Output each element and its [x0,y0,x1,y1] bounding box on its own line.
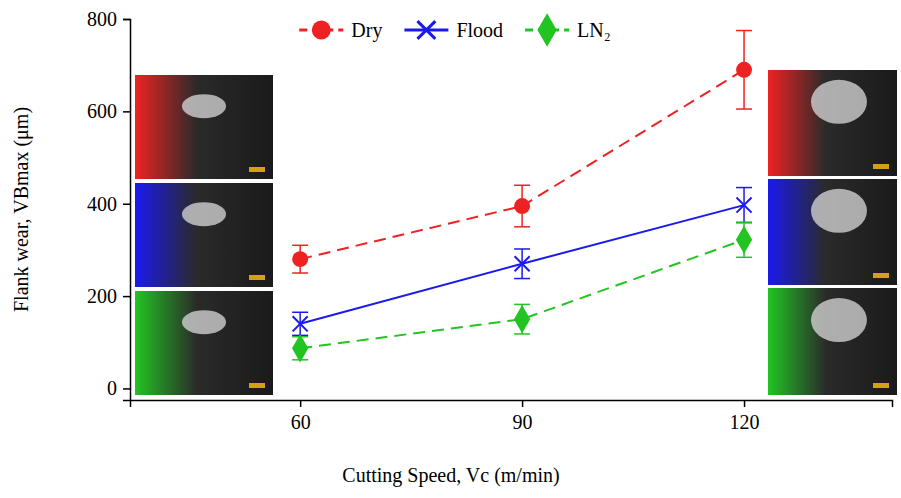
inset-photo [135,75,273,179]
scale-bar [873,164,889,169]
scale-bar [249,275,265,280]
wear-zone [811,298,867,342]
x-axis: 60 90 120 [131,400,893,433]
legend-label: LN₂ [577,19,611,41]
legend-label: Dry [351,19,382,42]
wear-zone [182,94,226,118]
marker [292,251,308,267]
tick-label: 90 [513,411,533,433]
legend-marker [417,21,435,39]
marker [292,334,308,362]
error-bar [514,185,530,227]
marker [293,316,308,331]
inset-photo [135,291,273,395]
inset-photo [768,288,897,395]
error-bar [514,249,530,279]
tick-mark [300,400,302,407]
error-cap [292,312,308,314]
error-cap [514,333,530,335]
axis-line [131,401,893,408]
error-cap [514,278,530,280]
tick-mark [123,296,130,298]
wear-zone [182,310,226,334]
tick-mark [123,19,130,21]
error-cap [736,108,752,110]
inset-photo [135,183,273,287]
tick-label: 600 [87,100,117,122]
y-axis-title: Flank wear, VBmax (μm) [10,107,33,312]
tick-label: 0 [107,377,117,399]
marker [515,256,530,271]
legend-item: LN₂ [525,13,611,46]
marker [514,198,530,214]
error-bar [736,188,752,223]
tick: 200 [87,285,130,307]
inset-photo [768,179,897,285]
scale-bar [249,167,265,172]
series-line [300,70,744,259]
scale-bar [873,383,889,388]
error-bar [292,312,308,335]
tick: 120 [730,400,760,433]
legend-marker [312,21,331,40]
error-cap [514,304,530,306]
axis-line [123,20,131,401]
chart: 60 90 120 0 200 400 600 800 Cutting Speed, Vc (m… [0,0,901,498]
error-bar [292,245,308,273]
error-cap [514,248,530,250]
inset-photos [135,70,897,395]
error-cap [292,272,308,274]
marker [514,305,530,333]
tick-mark [123,203,130,205]
error-bar [514,304,530,334]
tick-label: 60 [291,411,311,433]
tick-label: 120 [730,411,760,433]
error-cap [292,245,308,247]
inset-photo [768,70,897,176]
tick: 400 [87,193,130,215]
tick-mark [522,400,524,407]
marker [737,198,752,213]
error-bar [736,31,752,110]
error-cap [736,30,752,32]
legend-label: Flood [456,19,503,41]
error-bar [736,222,752,257]
marker [736,226,752,254]
tick-label: 200 [87,285,117,307]
tick-mark [744,400,746,407]
error-cap [514,185,530,187]
error-cap [736,221,752,223]
legend-item: Dry [299,19,382,42]
error-cap [736,257,752,259]
tick-mark [123,111,130,113]
error-cap [736,187,752,189]
tick: 90 [513,400,533,433]
legend-item: Flood [404,19,503,41]
tick: 60 [291,400,311,433]
tick-label: 400 [87,193,117,215]
y-axis: 0 200 400 600 800 [87,8,131,401]
scale-bar [873,273,889,278]
legend-marker [537,13,556,46]
tick-label: 800 [87,8,117,30]
error-cap [514,226,530,228]
tick: 800 [87,8,130,30]
tick: 600 [87,100,130,122]
plot-marks [292,31,752,363]
legend: Dry Flood LN₂ [299,13,610,46]
wear-zone [811,80,867,124]
scale-bar [249,383,265,388]
tick: 0 [107,377,130,399]
tick-mark [123,388,130,390]
x-axis-title: Cutting Speed, Vc (m/min) [342,464,559,487]
wear-zone [811,189,867,233]
wear-zone [182,202,226,226]
series-line [300,240,744,349]
marker [736,62,752,78]
